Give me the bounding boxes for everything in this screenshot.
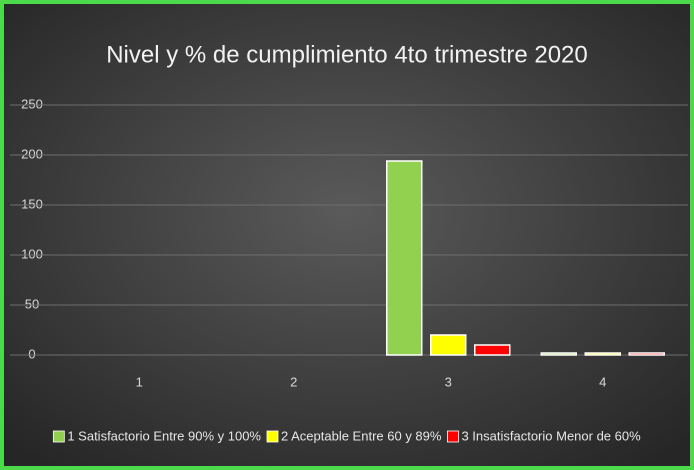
legend-swatch (266, 430, 279, 443)
legend-swatch (447, 430, 459, 443)
legend-label: 3 Insatisfactorio Menor de 60% (461, 428, 641, 443)
y-tick-label: 250 (21, 96, 43, 111)
bar (584, 352, 621, 356)
bar (430, 334, 467, 356)
y-tick-label: 100 (21, 246, 43, 261)
legend-label: 2 Aceptable Entre 60 y 89% (281, 428, 442, 443)
bar (628, 352, 665, 356)
y-tick-label: 0 (28, 346, 35, 361)
y-tick-label: 50 (25, 296, 39, 311)
y-tick-label: 200 (21, 146, 43, 161)
legend-swatch (52, 430, 65, 443)
x-tick-label: 2 (290, 374, 297, 389)
x-tick-label: 1 (136, 374, 143, 389)
legend: 1 Satisfactorio Entre 90% y 100% 2 Acepta… (52, 428, 641, 443)
x-tick-label: 4 (599, 374, 606, 389)
bar (386, 160, 423, 356)
chart-title: Nivel y % de cumplimiento 4to trimestre … (106, 41, 588, 68)
x-tick-label: 3 (445, 374, 452, 389)
bar (474, 344, 511, 356)
legend-label: 1 Satisfactorio Entre 90% y 100% (67, 428, 261, 443)
bar (540, 352, 577, 356)
y-tick-label: 150 (21, 196, 43, 211)
